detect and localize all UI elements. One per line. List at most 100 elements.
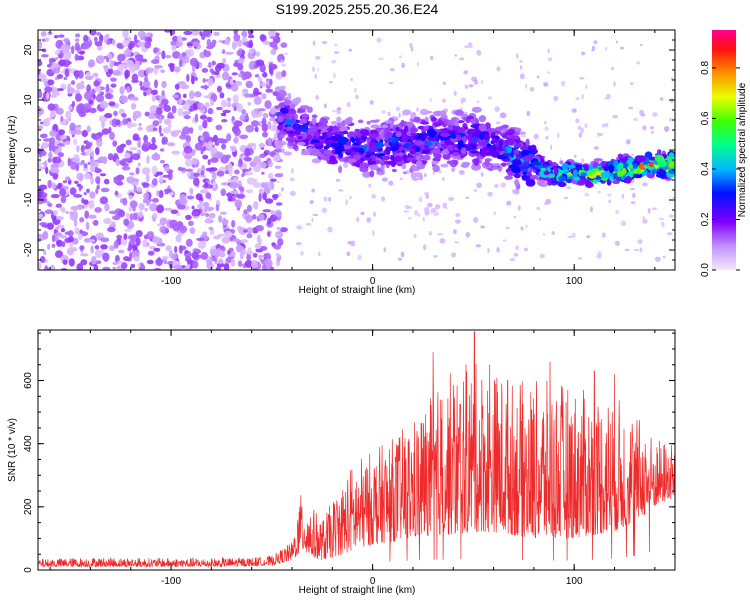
ridge-blob	[453, 121, 460, 127]
ridge-blob	[402, 109, 412, 116]
noise-blob	[96, 55, 105, 63]
noise-blob	[252, 182, 262, 188]
noise-blob	[217, 233, 225, 237]
noise-blob	[106, 39, 111, 46]
ridge-blob	[382, 155, 390, 161]
noise-blob	[178, 55, 187, 60]
noise-blob	[191, 211, 199, 217]
noise-blob	[277, 192, 282, 196]
noise-blob	[138, 123, 142, 127]
noise-blob	[454, 54, 458, 57]
noise-blob	[241, 109, 246, 115]
noise-blob	[79, 51, 85, 55]
noise-blob	[109, 59, 114, 69]
noise-blob	[345, 199, 348, 206]
noise-blob	[46, 117, 53, 121]
noise-blob	[171, 94, 179, 99]
noise-blob	[275, 252, 280, 258]
noise-blob	[83, 172, 92, 180]
ridge-blob	[498, 139, 503, 147]
noise-blob	[56, 216, 64, 221]
noise-blob	[544, 201, 548, 206]
ridge-blob	[295, 96, 302, 104]
noise-blob	[172, 223, 180, 232]
noise-blob	[202, 231, 208, 237]
noise-blob	[274, 148, 283, 153]
noise-blob	[579, 77, 585, 80]
colorbar-tick-label: 0.0	[700, 263, 711, 277]
snr-ylabel: SNR (10 * v/v)	[7, 418, 18, 482]
noise-blob	[269, 41, 278, 48]
noise-blob	[581, 94, 584, 100]
noise-blob	[149, 111, 154, 116]
ridge-blob	[307, 127, 313, 135]
noise-blob	[116, 234, 123, 240]
ridge-blob	[369, 119, 380, 123]
noise-blob	[270, 178, 277, 182]
noise-blob	[187, 220, 194, 226]
noise-blob	[60, 227, 65, 233]
noise-blob	[66, 247, 74, 256]
noise-blob	[130, 96, 139, 101]
noise-blob	[47, 31, 53, 35]
noise-blob	[115, 158, 120, 167]
noise-blob	[45, 92, 50, 100]
noise-blob	[52, 67, 61, 74]
noise-blob	[57, 88, 64, 92]
snr-frame	[37, 329, 676, 571]
ridge-blob	[324, 140, 332, 145]
noise-blob	[202, 78, 206, 83]
noise-blob	[123, 256, 131, 262]
noise-blob	[162, 174, 171, 178]
noise-blob	[128, 42, 133, 51]
noise-blob	[247, 34, 255, 39]
noise-blob	[156, 190, 160, 197]
noise-blob	[642, 125, 647, 131]
noise-blob	[159, 175, 164, 185]
colorbar	[712, 30, 736, 270]
noise-blob	[92, 220, 99, 225]
noise-blob	[119, 86, 125, 95]
ridge-blob	[491, 163, 502, 167]
noise-blob	[253, 200, 259, 210]
snr-xlabel: Height of straight line (km)	[299, 585, 416, 596]
noise-blob	[189, 127, 194, 134]
noise-blob	[143, 192, 150, 200]
noise-blob	[243, 157, 252, 162]
noise-blob	[191, 65, 196, 73]
noise-blob	[176, 212, 181, 217]
ridge-blob	[351, 137, 356, 144]
noise-blob	[272, 154, 282, 162]
noise-blob	[172, 51, 181, 59]
noise-blob	[51, 235, 56, 243]
ridge-blob	[473, 158, 480, 166]
noise-blob	[38, 90, 41, 99]
noise-blob	[545, 136, 549, 140]
noise-blob	[215, 204, 220, 212]
ridge-blob	[287, 108, 296, 112]
noise-blob	[455, 213, 461, 217]
noise-blob	[633, 248, 639, 251]
noise-blob	[44, 86, 53, 93]
noise-blob	[254, 243, 262, 250]
noise-blob	[218, 215, 223, 223]
noise-blob	[233, 120, 243, 127]
noise-blob	[458, 57, 465, 61]
noise-blob	[70, 45, 75, 55]
noise-blob	[346, 251, 351, 257]
noise-blob	[105, 83, 110, 93]
noise-blob	[517, 205, 521, 211]
noise-blob	[620, 220, 627, 227]
noise-blob	[642, 219, 648, 224]
noise-blob	[234, 199, 243, 209]
noise-blob	[547, 57, 553, 62]
ridge-blob	[554, 167, 559, 175]
ridge-blob	[292, 143, 298, 150]
noise-blob	[214, 71, 220, 76]
noise-blob	[662, 255, 666, 259]
noise-blob	[152, 235, 160, 244]
noise-blob	[254, 74, 260, 78]
noise-blob	[146, 242, 150, 247]
noise-blob	[51, 62, 58, 68]
noise-blob	[275, 71, 283, 80]
